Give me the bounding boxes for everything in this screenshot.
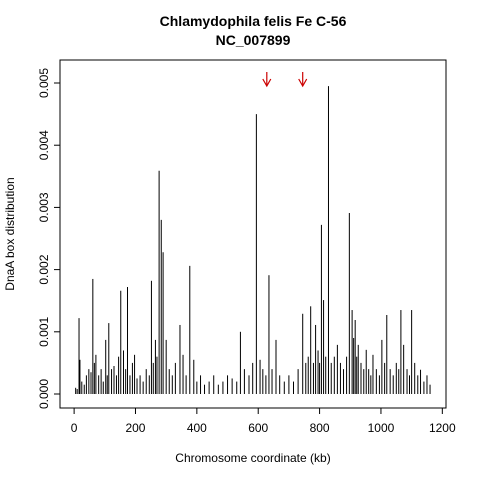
- y-tick-label: 0.003: [37, 192, 51, 222]
- plot-frame: [59, 59, 447, 409]
- x-tick-label: 800: [310, 421, 330, 435]
- x-tick-label: 400: [187, 421, 207, 435]
- x-tick-label: 1200: [429, 421, 456, 435]
- chart-subtitle: NC_007899: [216, 32, 291, 48]
- y-tick-label: 0.005: [37, 68, 51, 98]
- x-axis-label: Chromosome coordinate (kb): [175, 451, 330, 465]
- x-tick-label: 600: [248, 421, 268, 435]
- arrow: [262, 72, 272, 88]
- chart-title: Chlamydophila felis Fe C-56: [160, 13, 347, 29]
- arrow: [298, 72, 308, 88]
- y-tick-label: 0.001: [37, 316, 51, 346]
- arrow-part: [298, 78, 308, 88]
- y-tick-label: 0.002: [37, 254, 51, 284]
- x-tick-label: 0: [71, 421, 78, 435]
- x-tick-label: 1000: [368, 421, 395, 435]
- x-tick-label: 200: [125, 421, 145, 435]
- y-tick-label: 0.000: [37, 379, 51, 409]
- y-tick-label: 0.004: [37, 130, 51, 160]
- y-axis-label: DnaA box distribution: [3, 177, 17, 290]
- arrow-part: [262, 78, 272, 88]
